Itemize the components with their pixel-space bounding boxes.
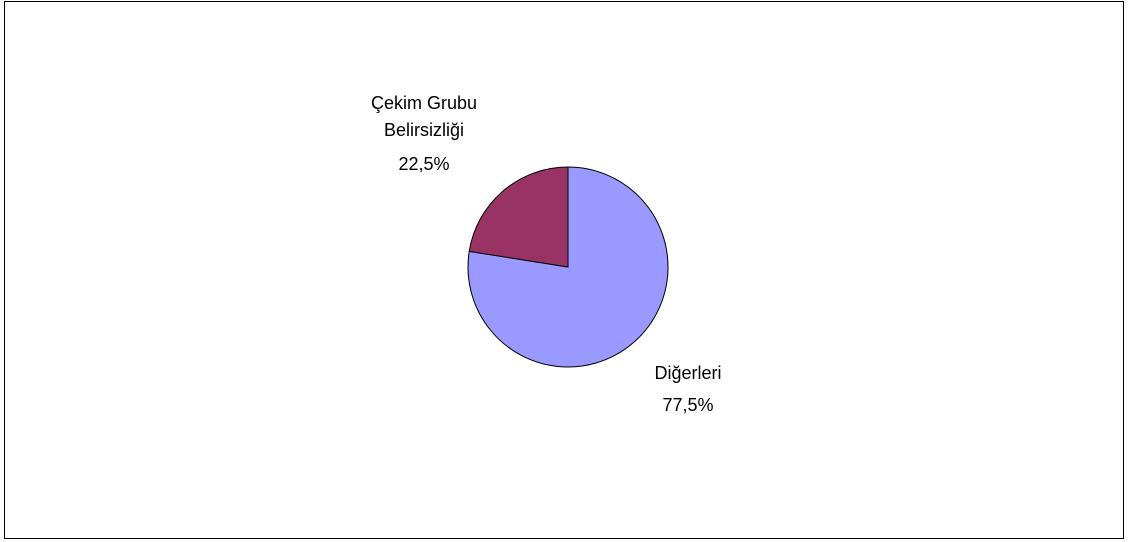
slice-value-label: 22,5%	[398, 154, 450, 174]
pie-slice	[468, 166, 569, 268]
slice-value-label: 77,5%	[662, 395, 714, 415]
slice-label: Diğerleri	[654, 363, 722, 383]
slice-label: Çekim Grubu Belirsizliği	[370, 93, 478, 140]
